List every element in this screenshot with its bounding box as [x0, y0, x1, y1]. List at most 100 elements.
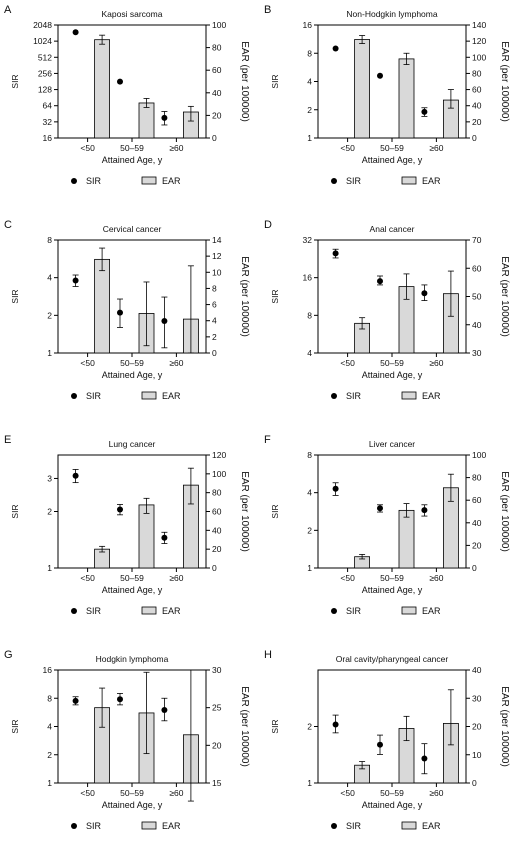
- x-tick-label: <50: [80, 358, 95, 368]
- right-tick-label: 50: [472, 292, 482, 302]
- panel-letter: F: [264, 434, 271, 446]
- left-axis-label: SIR: [270, 289, 280, 303]
- x-axis-label: Attained Age, y: [362, 370, 423, 380]
- left-tick-label: 1: [47, 348, 52, 358]
- right-tick-label: 120: [472, 36, 486, 46]
- left-tick-label: 2: [307, 525, 312, 535]
- x-tick-label: 50–59: [380, 358, 404, 368]
- legend-sir-marker: [71, 393, 77, 399]
- right-tick-label: 60: [472, 85, 482, 95]
- legend-sir-marker: [331, 178, 337, 184]
- left-tick-label: 256: [38, 68, 52, 78]
- sir-point: [421, 290, 428, 297]
- right-axis-label: EAR (per 100000): [499, 41, 510, 122]
- right-tick-label: 12: [212, 251, 222, 261]
- legend-sir-label: SIR: [86, 821, 102, 831]
- legend-sir-label: SIR: [86, 391, 102, 401]
- left-tick-label: 8: [307, 48, 312, 58]
- right-tick-label: 20: [212, 544, 222, 554]
- legend-sir-label: SIR: [346, 821, 362, 831]
- right-axis-label: EAR (per 100000): [499, 471, 510, 552]
- left-axis-label: SIR: [10, 504, 20, 518]
- left-tick-label: 128: [38, 85, 52, 95]
- sir-point: [332, 250, 339, 257]
- x-tick-label: 50–59: [380, 573, 404, 583]
- sir-point: [72, 697, 79, 704]
- legend-sir-label: SIR: [346, 606, 362, 616]
- right-tick-label: 25: [212, 703, 222, 713]
- x-tick-label: ≥60: [429, 788, 443, 798]
- right-tick-label: 40: [472, 518, 482, 528]
- panel-letter: A: [4, 4, 12, 16]
- right-axis-label: EAR (per 100000): [499, 686, 510, 767]
- x-tick-label: 50–59: [120, 788, 144, 798]
- left-tick-label: 8: [47, 235, 52, 245]
- x-tick-label: 50–59: [120, 573, 144, 583]
- sir-point: [161, 706, 168, 713]
- left-tick-label: 16: [43, 665, 53, 675]
- x-tick-label: <50: [340, 143, 355, 153]
- left-tick-label: 2: [307, 105, 312, 115]
- left-tick-label: 2048: [33, 20, 52, 30]
- right-tick-label: 80: [212, 488, 222, 498]
- left-tick-label: 32: [303, 235, 313, 245]
- sir-point: [421, 108, 428, 115]
- panel-letter: H: [264, 649, 272, 661]
- legend-ear-label: EAR: [422, 821, 441, 831]
- panel-e: E Lung cancer 1 2 3 0 20 40 60 80 100 120 SIR EAR (pe…: [4, 434, 250, 616]
- panel-g: G Hodgkin lymphoma 1 2 4 8 16 15 20 25 30 SIR EAR (p…: [4, 649, 250, 831]
- legend-ear-swatch: [141, 606, 157, 615]
- right-tick-label: 14: [212, 235, 222, 245]
- left-tick-label: 4: [47, 722, 52, 732]
- x-axis-label: Attained Age, y: [362, 155, 423, 165]
- x-tick-label: <50: [80, 573, 95, 583]
- right-axis-label: EAR (per 100000): [239, 256, 250, 337]
- x-tick-label: 50–59: [120, 358, 144, 368]
- right-tick-label: 70: [472, 235, 482, 245]
- right-tick-label: 0: [212, 133, 217, 143]
- legend-ear-label: EAR: [162, 176, 181, 186]
- sir-point: [332, 45, 339, 52]
- ear-bar: [94, 39, 110, 139]
- left-axis-label: SIR: [270, 504, 280, 518]
- left-axis-label: SIR: [10, 719, 20, 733]
- x-tick-label: 50–59: [380, 143, 404, 153]
- panel-title: Non-Hodgkin lymphoma: [346, 9, 437, 19]
- sir-point: [377, 505, 383, 512]
- sir-point: [377, 741, 383, 748]
- x-axis-label: Attained Age, y: [102, 155, 163, 165]
- legend-ear-label: EAR: [162, 821, 181, 831]
- left-tick-label: 2: [47, 310, 52, 320]
- x-axis-label: Attained Age, y: [102, 800, 163, 810]
- left-tick-label: 2: [47, 507, 52, 517]
- right-tick-label: 10: [212, 267, 222, 277]
- left-tick-label: 4: [307, 348, 312, 358]
- right-tick-label: 60: [472, 263, 482, 273]
- legend-ear-swatch: [401, 391, 417, 400]
- left-tick-label: 1: [47, 563, 52, 573]
- right-tick-label: 0: [212, 348, 217, 358]
- sir-point: [72, 277, 79, 284]
- legend-ear-label: EAR: [162, 391, 181, 401]
- panel-d: D Anal cancer 4 8 16 32 30 40 50 60 70 SIR EAR (per …: [264, 219, 510, 401]
- right-tick-label: 6: [212, 300, 217, 310]
- right-tick-label: 140: [472, 20, 486, 30]
- sir-point: [117, 309, 123, 316]
- panel-title: Hodgkin lymphoma: [96, 654, 169, 664]
- right-axis-label: EAR (per 100000): [239, 471, 250, 552]
- sir-point: [117, 506, 123, 513]
- left-tick-label: 1: [307, 133, 312, 143]
- ear-bar: [138, 504, 155, 569]
- right-tick-label: 60: [472, 495, 482, 505]
- right-tick-label: 100: [472, 450, 486, 460]
- left-tick-label: 32: [43, 117, 53, 127]
- legend-sir-marker: [331, 393, 337, 399]
- right-tick-label: 10: [472, 750, 482, 760]
- x-axis-label: Attained Age, y: [362, 585, 423, 595]
- legend-ear-label: EAR: [422, 176, 441, 186]
- panel-title: Oral cavity/pharyngeal cancer: [336, 654, 449, 664]
- panel-title: Liver cancer: [369, 439, 415, 449]
- right-tick-label: 40: [472, 665, 482, 675]
